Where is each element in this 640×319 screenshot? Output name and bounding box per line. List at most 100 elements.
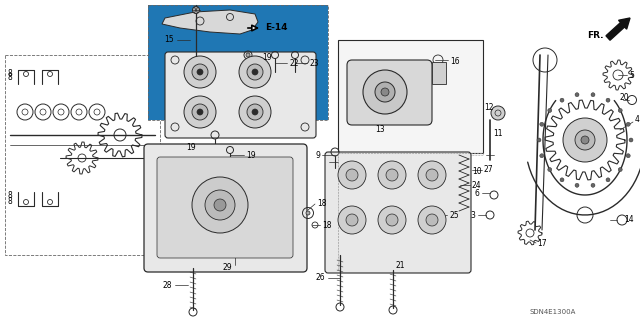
Circle shape <box>618 167 622 172</box>
Circle shape <box>386 214 398 226</box>
Text: 24: 24 <box>472 181 482 189</box>
Circle shape <box>560 98 564 102</box>
Text: 10: 10 <box>472 167 482 176</box>
Text: 4: 4 <box>635 115 640 124</box>
Text: 11: 11 <box>493 129 502 137</box>
Circle shape <box>214 199 226 211</box>
Circle shape <box>418 161 446 189</box>
Circle shape <box>239 96 271 128</box>
Circle shape <box>581 136 589 144</box>
Circle shape <box>239 56 271 88</box>
Circle shape <box>252 69 258 75</box>
FancyArrow shape <box>606 18 630 40</box>
Circle shape <box>548 167 552 172</box>
Circle shape <box>560 178 564 182</box>
Text: 3: 3 <box>470 211 475 219</box>
Circle shape <box>381 88 389 96</box>
Circle shape <box>338 206 366 234</box>
Circle shape <box>626 122 630 126</box>
Circle shape <box>197 109 203 115</box>
Text: 20: 20 <box>620 93 629 101</box>
Text: 13: 13 <box>375 125 385 135</box>
Bar <box>148 5 328 120</box>
Circle shape <box>247 64 263 80</box>
Text: E-14: E-14 <box>265 24 287 33</box>
Circle shape <box>306 211 310 215</box>
Text: 18: 18 <box>317 199 326 209</box>
Circle shape <box>197 69 203 75</box>
FancyBboxPatch shape <box>157 157 293 258</box>
Circle shape <box>540 154 544 158</box>
Circle shape <box>426 169 438 181</box>
Text: 21: 21 <box>396 261 406 270</box>
Circle shape <box>375 82 395 102</box>
Circle shape <box>626 154 630 158</box>
Circle shape <box>184 96 216 128</box>
Text: 8: 8 <box>8 191 13 201</box>
Bar <box>432 62 446 84</box>
Circle shape <box>540 122 544 126</box>
FancyBboxPatch shape <box>325 152 471 273</box>
Circle shape <box>246 53 250 57</box>
Text: 19: 19 <box>262 53 271 62</box>
Bar <box>338 40 483 153</box>
Circle shape <box>378 161 406 189</box>
Circle shape <box>591 183 595 187</box>
FancyBboxPatch shape <box>144 144 307 272</box>
Text: 5: 5 <box>629 70 634 79</box>
Circle shape <box>591 93 595 97</box>
Text: 26: 26 <box>316 273 325 283</box>
Circle shape <box>575 183 579 187</box>
Circle shape <box>192 177 248 233</box>
Circle shape <box>491 106 505 120</box>
Text: 28: 28 <box>163 280 172 290</box>
Polygon shape <box>162 10 258 34</box>
Circle shape <box>193 6 200 13</box>
Circle shape <box>378 206 406 234</box>
Circle shape <box>346 169 358 181</box>
Circle shape <box>386 169 398 181</box>
Bar <box>5 55 160 255</box>
Text: 19: 19 <box>186 144 196 152</box>
Text: 12: 12 <box>484 102 494 112</box>
FancyBboxPatch shape <box>347 60 432 125</box>
Text: SDN4E1300A: SDN4E1300A <box>530 309 577 315</box>
Circle shape <box>575 93 579 97</box>
Circle shape <box>426 214 438 226</box>
Circle shape <box>418 206 446 234</box>
Circle shape <box>205 190 235 220</box>
Circle shape <box>537 138 541 142</box>
Bar <box>148 5 328 120</box>
Text: 19: 19 <box>246 151 255 160</box>
Text: 29: 29 <box>222 263 232 272</box>
Circle shape <box>184 56 216 88</box>
Text: 9: 9 <box>315 151 320 160</box>
Circle shape <box>618 108 622 112</box>
Text: 8: 8 <box>8 197 13 206</box>
Circle shape <box>363 70 407 114</box>
Text: 8: 8 <box>8 73 13 83</box>
Circle shape <box>247 104 263 120</box>
Text: 25: 25 <box>449 211 459 219</box>
Bar <box>338 153 483 155</box>
Circle shape <box>192 104 208 120</box>
Text: 14: 14 <box>624 216 634 225</box>
Text: 6: 6 <box>474 189 479 197</box>
FancyBboxPatch shape <box>165 52 316 138</box>
Text: 8: 8 <box>8 69 13 78</box>
Circle shape <box>346 214 358 226</box>
Circle shape <box>338 161 366 189</box>
Text: 15: 15 <box>164 35 174 44</box>
Circle shape <box>548 108 552 112</box>
Circle shape <box>629 138 633 142</box>
Text: 17: 17 <box>537 240 547 249</box>
Text: 22: 22 <box>289 58 298 68</box>
Text: 27: 27 <box>484 166 493 174</box>
Text: 18: 18 <box>322 220 332 229</box>
Circle shape <box>606 178 610 182</box>
Circle shape <box>192 64 208 80</box>
Circle shape <box>252 109 258 115</box>
Circle shape <box>606 98 610 102</box>
Text: 16: 16 <box>450 57 460 66</box>
Circle shape <box>563 118 607 162</box>
